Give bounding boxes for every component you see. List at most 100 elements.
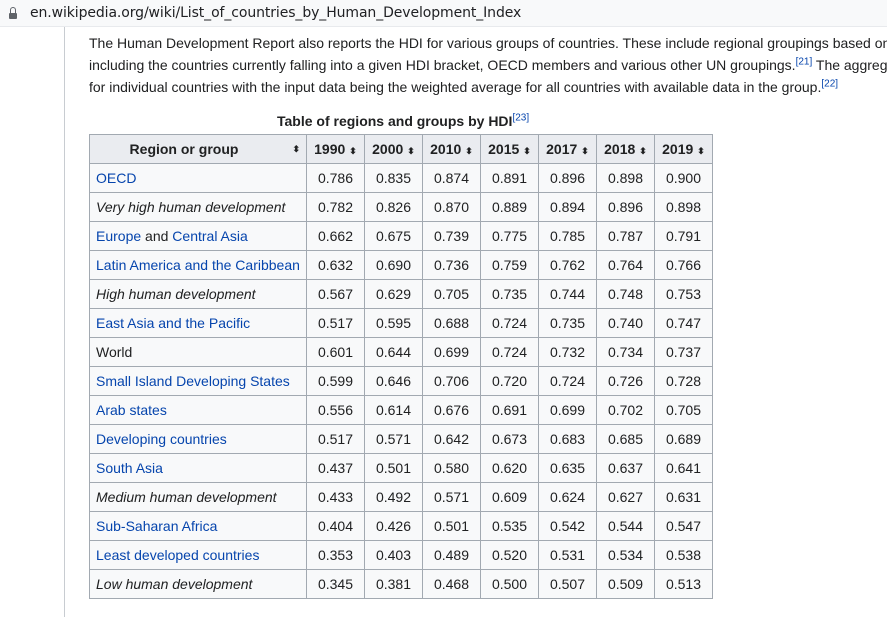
region-label: World [96,344,133,360]
region-link[interactable]: Arab states [96,402,167,418]
hdi-value-1990: 0.567 [306,279,365,309]
hdi-value-2018: 0.726 [596,366,655,396]
table-row: OECD 0.786 0.835 0.874 0.891 0.896 0.898 0.900 [89,163,713,193]
hdi-value-2015: 0.735 [480,279,539,309]
region-label: Very high human development [96,199,286,215]
table-row: Medium human development 0.433 0.492 0.571 0… [89,482,713,512]
column-header-2017[interactable]: 2017 ⬍ [538,134,597,164]
region-label: Medium human development [96,489,277,505]
hdi-value-2018: 0.896 [596,192,655,222]
table-header-row: Region or group ⬍ 1990 ⬍ 2000 ⬍ 2010 ⬍ 2015 ⬍ 2017… [89,134,713,164]
hdi-value-2010: 0.706 [422,366,481,396]
hdi-value-2010: 0.501 [422,511,481,541]
table-row: East Asia and the Pacific 0.517 0.595 0.688… [89,308,713,338]
column-header-label: Region or group [129,141,239,157]
citation-22[interactable]: [22] [821,78,839,90]
hdi-value-2019: 0.689 [654,424,713,454]
hdi-value-2017: 0.699 [538,395,597,425]
region-link[interactable]: Latin America and the Caribbean [96,257,300,273]
hdi-value-2000: 0.675 [364,221,423,251]
sort-icon[interactable]: ⬍ [581,146,589,156]
column-header-2015[interactable]: 2015 ⬍ [480,134,539,164]
hdi-value-2018: 0.627 [596,482,655,512]
hdi-value-2000: 0.595 [364,308,423,338]
hdi-value-2000: 0.629 [364,279,423,309]
intro-line-1: The Human Development Report also report… [89,35,887,51]
intro-text: including the countries currently fallin… [89,57,796,73]
column-header-label: 2017 [546,141,578,157]
hdi-value-2000: 0.690 [364,250,423,280]
region-name-cell: Sub-Saharan Africa [89,511,307,541]
hdi-value-2010: 0.642 [422,424,481,454]
hdi-value-1990: 0.786 [306,163,365,193]
region-link-europe[interactable]: Europe [96,228,142,244]
region-name-cell: Europe and Central Asia [89,221,307,251]
region-link[interactable]: Developing countries [96,431,227,447]
column-header-region[interactable]: Region or group ⬍ [89,134,307,164]
column-header-2010[interactable]: 2010 ⬍ [422,134,481,164]
sort-icon[interactable]: ⬍ [407,146,415,156]
hdi-value-2019: 0.737 [654,337,713,367]
citation-21[interactable]: [21] [795,56,813,68]
region-name-cell: OECD [89,163,307,193]
sort-icon[interactable]: ⬍ [639,146,647,156]
region-link-central-asia[interactable]: Central Asia [172,228,248,244]
hdi-value-2017: 0.542 [538,511,597,541]
hdi-value-2015: 0.691 [480,395,539,425]
hdi-value-2017: 0.635 [538,453,597,483]
citation-23[interactable]: [23] [512,112,530,124]
table-row: South Asia 0.437 0.501 0.580 0.620 0.635 0.637… [89,453,713,483]
column-header-1990[interactable]: 1990 ⬍ [306,134,365,164]
url-text[interactable]: en.wikipedia.org/wiki/List_of_countries_… [30,5,522,21]
hdi-value-2019: 0.791 [654,221,713,251]
region-name-cell: East Asia and the Pacific [89,308,307,338]
table-row: Very high human development 0.782 0.826 0.8… [89,192,713,222]
sort-icon[interactable]: ⬍ [349,146,357,156]
hdi-value-2017: 0.894 [538,192,597,222]
column-header-2000[interactable]: 2000 ⬍ [364,134,423,164]
hdi-value-2000: 0.571 [364,424,423,454]
table-body: OECD 0.786 0.835 0.874 0.891 0.896 0.898 0.900 V… [89,163,713,599]
sort-icon[interactable]: ⬍ [523,146,531,156]
hdi-value-2017: 0.762 [538,250,597,280]
region-link[interactable]: Sub-Saharan Africa [96,518,218,534]
region-link[interactable]: OECD [96,170,137,186]
hdi-value-2018: 0.748 [596,279,655,309]
sort-icon[interactable]: ⬍ [697,146,705,156]
hdi-value-2010: 0.874 [422,163,481,193]
hdi-value-2000: 0.492 [364,482,423,512]
region-name-cell: Very high human development [89,192,307,222]
hdi-value-2015: 0.724 [480,337,539,367]
region-link[interactable]: South Asia [96,460,163,476]
hdi-value-2000: 0.501 [364,453,423,483]
hdi-value-2018: 0.509 [596,569,655,599]
hdi-value-2019: 0.631 [654,482,713,512]
column-header-2019[interactable]: 2019 ⬍ [654,134,713,164]
sort-icon[interactable]: ⬍ [465,146,473,156]
hdi-value-2018: 0.534 [596,540,655,570]
column-header-label: 2000 [372,141,404,157]
caption-text: Table of regions and groups by HDI [277,113,513,129]
region-link[interactable]: Small Island Developing States [96,373,290,389]
lock-icon[interactable] [9,6,17,19]
hdi-value-2017: 0.531 [538,540,597,570]
hdi-value-1990: 0.632 [306,250,365,280]
sort-icon[interactable]: ⬍ [292,144,300,154]
intro-line-2: including the countries currently fallin… [89,54,887,76]
table-caption: Table of regions and groups by HDI[23] [277,113,529,129]
address-bar[interactable]: en.wikipedia.org/wiki/List_of_countries_… [0,0,887,27]
hdi-value-2010: 0.688 [422,308,481,338]
hdi-value-2019: 0.898 [654,192,713,222]
hdi-value-2015: 0.520 [480,540,539,570]
hdi-value-2018: 0.637 [596,453,655,483]
region-name-cell: High human development [89,279,307,309]
hdi-value-2010: 0.580 [422,453,481,483]
column-header-2018[interactable]: 2018 ⬍ [596,134,655,164]
region-link[interactable]: Least developed countries [96,547,260,563]
hdi-value-2015: 0.673 [480,424,539,454]
table-row: Developing countries 0.517 0.571 0.642 0.673… [89,424,713,454]
hdi-value-2000: 0.646 [364,366,423,396]
region-link[interactable]: East Asia and the Pacific [96,315,251,331]
hdi-value-1990: 0.517 [306,424,365,454]
hdi-value-2017: 0.732 [538,337,597,367]
